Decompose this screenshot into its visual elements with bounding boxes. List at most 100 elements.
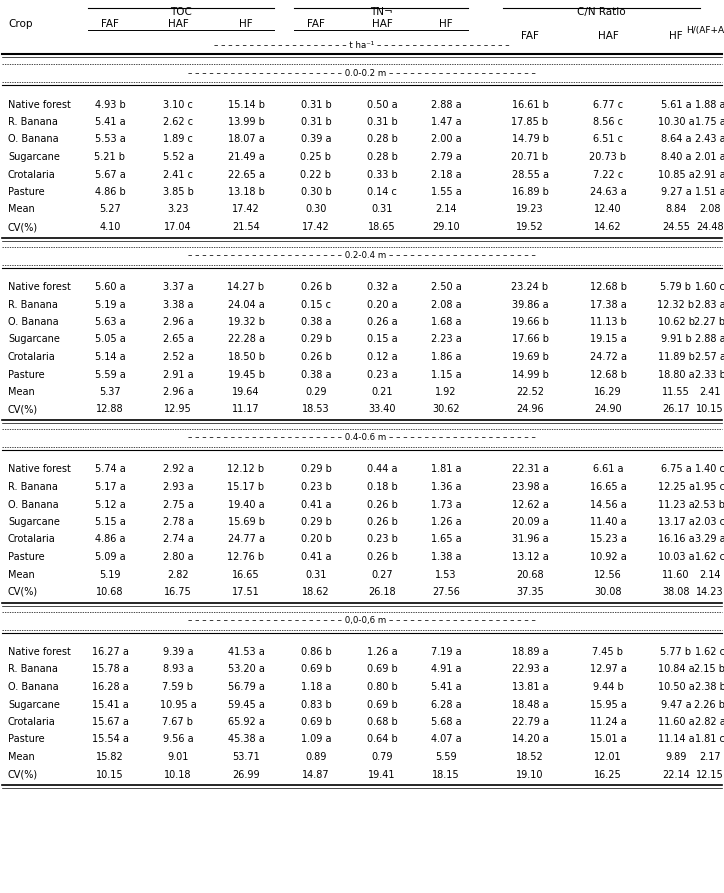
Text: 0.26 b: 0.26 b	[366, 517, 397, 527]
Text: 2.27 b: 2.27 b	[694, 317, 724, 327]
Text: 11.17: 11.17	[232, 405, 260, 414]
Text: 7.19 a: 7.19 a	[431, 647, 461, 657]
Text: 1.26 a: 1.26 a	[431, 517, 461, 527]
Text: 12.62 a: 12.62 a	[512, 499, 549, 510]
Text: 16.25: 16.25	[594, 770, 622, 780]
Text: 10.84 a: 10.84 a	[657, 664, 694, 674]
Text: 0.23 b: 0.23 b	[366, 535, 397, 545]
Text: 18.53: 18.53	[302, 405, 330, 414]
Text: 12.40: 12.40	[594, 204, 622, 214]
Text: 4.86 a: 4.86 a	[95, 535, 125, 545]
Text: – – – – – – – – – – – – – – – – – – – – – – 0.0-0.2 m – – – – – – – – – – – – – : – – – – – – – – – – – – – – – – – – – – …	[188, 69, 536, 78]
Text: 24.72 a: 24.72 a	[589, 352, 626, 362]
Text: 33.40: 33.40	[369, 405, 396, 414]
Text: 2.15 b: 2.15 b	[694, 664, 724, 674]
Text: FAF: FAF	[101, 19, 119, 29]
Text: 0.69 b: 0.69 b	[366, 664, 397, 674]
Text: 11.24 a: 11.24 a	[589, 717, 626, 727]
Text: 11.13 b: 11.13 b	[589, 317, 626, 327]
Text: 16.61 b: 16.61 b	[512, 99, 549, 110]
Text: Pasture: Pasture	[8, 735, 45, 745]
Text: 1.55 a: 1.55 a	[431, 187, 461, 197]
Text: 18.48 a: 18.48 a	[512, 699, 548, 710]
Text: 20.68: 20.68	[516, 570, 544, 580]
Text: 12.15: 12.15	[696, 770, 724, 780]
Text: Pasture: Pasture	[8, 552, 45, 562]
Text: 13.18 b: 13.18 b	[227, 187, 264, 197]
Text: 14.56 a: 14.56 a	[589, 499, 626, 510]
Text: 7.22 c: 7.22 c	[593, 170, 623, 179]
Text: 0.31 b: 0.31 b	[300, 99, 332, 110]
Text: 14.23: 14.23	[696, 587, 724, 597]
Text: 8.40 a: 8.40 a	[661, 152, 691, 162]
Text: 0.31: 0.31	[306, 570, 327, 580]
Text: 19.32 b: 19.32 b	[227, 317, 264, 327]
Text: 10.18: 10.18	[164, 770, 192, 780]
Text: 0.28 b: 0.28 b	[366, 152, 397, 162]
Text: 1.88 a: 1.88 a	[695, 99, 724, 110]
Text: 22.31 a: 22.31 a	[512, 464, 549, 474]
Text: 31.96 a: 31.96 a	[512, 535, 548, 545]
Text: 8.64 a: 8.64 a	[661, 135, 691, 145]
Text: 26.17: 26.17	[662, 405, 690, 414]
Text: Native forest: Native forest	[8, 282, 71, 292]
Text: 2.88 a: 2.88 a	[695, 335, 724, 345]
Text: 2.52 a: 2.52 a	[163, 352, 193, 362]
Text: 1.18 a: 1.18 a	[300, 682, 332, 692]
Text: 7.67 b: 7.67 b	[162, 717, 193, 727]
Text: 10.85 a: 10.85 a	[657, 170, 694, 179]
Text: 0.83 b: 0.83 b	[300, 699, 332, 710]
Text: O. Banana: O. Banana	[8, 317, 59, 327]
Text: 1.47 a: 1.47 a	[431, 117, 461, 127]
Text: C/N Ratio: C/N Ratio	[577, 7, 626, 17]
Text: 0.31: 0.31	[371, 204, 392, 214]
Text: 2.57 a: 2.57 a	[694, 352, 724, 362]
Text: 15.67 a: 15.67 a	[91, 717, 128, 727]
Text: 2.33 b: 2.33 b	[694, 370, 724, 380]
Text: 12.95: 12.95	[164, 405, 192, 414]
Text: 5.77 b: 5.77 b	[660, 647, 691, 657]
Text: 10.95 a: 10.95 a	[159, 699, 196, 710]
Text: 14.27 b: 14.27 b	[227, 282, 264, 292]
Text: 4.10: 4.10	[99, 222, 121, 232]
Text: 2.75 a: 2.75 a	[163, 499, 193, 510]
Text: 2.96 a: 2.96 a	[163, 387, 193, 397]
Text: 17.85 b: 17.85 b	[511, 117, 549, 127]
Text: 9.56 a: 9.56 a	[163, 735, 193, 745]
Text: 19.52: 19.52	[516, 222, 544, 232]
Text: 4.07 a: 4.07 a	[431, 735, 461, 745]
Text: 15.23 a: 15.23 a	[589, 535, 626, 545]
Text: 6.77 c: 6.77 c	[593, 99, 623, 110]
Text: 2.14: 2.14	[699, 570, 721, 580]
Text: 15.95 a: 15.95 a	[589, 699, 626, 710]
Text: 21.54: 21.54	[232, 222, 260, 232]
Text: 0.30: 0.30	[306, 204, 327, 214]
Text: HF: HF	[439, 19, 452, 29]
Text: 0.30 b: 0.30 b	[300, 187, 332, 197]
Text: HF: HF	[669, 31, 683, 41]
Text: 17.42: 17.42	[232, 204, 260, 214]
Text: 14.87: 14.87	[302, 770, 330, 780]
Text: 3.37 a: 3.37 a	[163, 282, 193, 292]
Text: 1.09 a: 1.09 a	[300, 735, 332, 745]
Text: 20.71 b: 20.71 b	[511, 152, 549, 162]
Text: 0.29 b: 0.29 b	[300, 517, 332, 527]
Text: 18.62: 18.62	[302, 587, 330, 597]
Text: 19.40 a: 19.40 a	[227, 499, 264, 510]
Text: 5.60 a: 5.60 a	[95, 282, 125, 292]
Text: 5.61 a: 5.61 a	[661, 99, 691, 110]
Text: 0.41 a: 0.41 a	[300, 552, 332, 562]
Text: 1.65 a: 1.65 a	[431, 535, 461, 545]
Text: 12.32 b: 12.32 b	[657, 299, 694, 310]
Text: Pasture: Pasture	[8, 370, 45, 380]
Text: 2.08: 2.08	[699, 204, 721, 214]
Text: 17.51: 17.51	[232, 587, 260, 597]
Text: 10.92 a: 10.92 a	[589, 552, 626, 562]
Text: 21.49 a: 21.49 a	[227, 152, 264, 162]
Text: 38.08: 38.08	[662, 587, 690, 597]
Text: 53.20 a: 53.20 a	[227, 664, 264, 674]
Text: 11.60: 11.60	[662, 570, 690, 580]
Text: 1.53: 1.53	[435, 570, 457, 580]
Text: 3.38 a: 3.38 a	[163, 299, 193, 310]
Text: 6.51 c: 6.51 c	[593, 135, 623, 145]
